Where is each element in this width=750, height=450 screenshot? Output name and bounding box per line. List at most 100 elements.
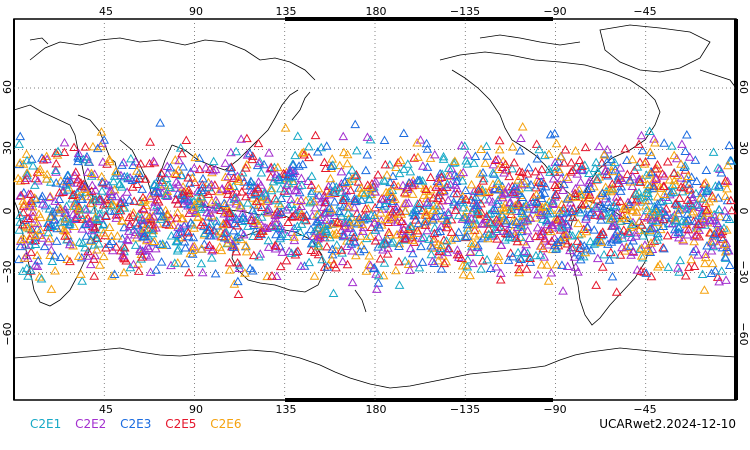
observation-marker	[400, 256, 410, 265]
observation-marker	[481, 141, 492, 151]
observation-marker	[117, 160, 127, 169]
observation-marker	[228, 225, 239, 235]
observation-marker	[290, 150, 300, 160]
observation-marker	[60, 231, 70, 240]
observation-marker	[537, 202, 548, 211]
observation-marker	[684, 179, 694, 188]
observation-marker	[626, 250, 636, 259]
observation-marker	[676, 182, 686, 191]
observation-marker	[521, 201, 531, 211]
new-zealand	[354, 289, 367, 313]
observation-marker	[76, 181, 87, 190]
observation-marker	[710, 266, 721, 275]
observation-marker	[299, 149, 310, 159]
observation-marker	[685, 184, 695, 193]
observation-marker	[451, 171, 462, 181]
observation-marker	[469, 158, 479, 167]
observation-marker	[636, 251, 647, 260]
observation-marker	[721, 225, 732, 234]
observation-marker	[544, 149, 554, 158]
observation-marker	[391, 162, 401, 172]
observation-marker	[122, 187, 132, 196]
observation-marker	[223, 238, 233, 247]
observation-marker	[618, 225, 629, 234]
observation-marker	[42, 169, 53, 179]
observation-marker	[706, 246, 717, 255]
observation-marker	[165, 162, 176, 172]
observation-marker	[560, 144, 571, 154]
observation-marker	[327, 160, 338, 169]
observation-marker	[378, 270, 389, 280]
observation-marker	[59, 147, 70, 156]
observation-marker	[286, 194, 296, 204]
observation-marker	[197, 267, 208, 277]
observation-marker	[129, 230, 140, 239]
observation-marker	[185, 218, 196, 227]
observation-marker	[281, 180, 292, 190]
observation-marker	[637, 145, 648, 155]
observation-marker	[324, 203, 335, 213]
observation-marker	[369, 178, 380, 188]
observation-marker	[196, 191, 207, 201]
observation-marker	[625, 199, 635, 209]
observation-marker	[255, 228, 266, 237]
observation-marker	[316, 212, 327, 221]
observation-marker	[190, 152, 201, 162]
observation-marker	[615, 163, 626, 172]
observation-marker	[545, 208, 556, 218]
observation-marker	[634, 139, 644, 148]
observation-marker	[610, 220, 620, 230]
observation-marker	[296, 261, 306, 270]
observation-marker	[304, 257, 314, 267]
observation-marker	[493, 184, 504, 194]
observation-marker	[376, 215, 387, 225]
observation-marker	[645, 168, 655, 178]
observation-marker	[682, 214, 693, 224]
observation-marker	[132, 166, 142, 175]
observation-marker	[81, 231, 92, 240]
observation-marker	[316, 142, 327, 152]
observation-marker	[198, 221, 209, 231]
observation-marker	[567, 212, 578, 221]
observation-marker	[615, 250, 626, 259]
observation-marker	[622, 210, 633, 220]
observation-marker	[428, 193, 439, 202]
observation-marker	[270, 241, 281, 250]
observation-marker	[474, 229, 485, 238]
observation-marker	[314, 190, 325, 200]
observation-marker	[456, 253, 467, 263]
observation-marker	[200, 199, 211, 209]
observation-marker	[128, 259, 139, 269]
lat-right-label: −60	[737, 322, 750, 345]
observation-marker	[470, 151, 481, 160]
observation-marker	[515, 232, 526, 241]
observation-marker	[331, 218, 341, 228]
observation-marker	[659, 189, 670, 199]
observation-marker	[443, 207, 454, 217]
observation-marker	[403, 198, 414, 207]
observation-marker	[26, 224, 37, 234]
observation-marker	[275, 261, 286, 271]
observation-marker	[435, 243, 446, 252]
observation-marker	[584, 190, 595, 199]
observation-marker	[499, 167, 509, 177]
observation-marker	[453, 227, 464, 236]
observation-marker	[336, 211, 347, 220]
observation-marker	[387, 196, 398, 206]
observation-marker	[276, 207, 286, 217]
observation-marker	[570, 188, 580, 197]
observation-marker	[306, 171, 317, 180]
observation-marker	[160, 205, 171, 215]
observation-marker	[43, 227, 54, 237]
observation-marker	[721, 275, 731, 284]
observation-marker	[308, 238, 319, 247]
observation-marker	[232, 220, 242, 230]
observation-marker	[173, 179, 184, 189]
observation-marker	[247, 265, 258, 275]
observation-marker	[695, 193, 706, 202]
observation-marker	[535, 207, 546, 216]
observation-marker	[510, 200, 521, 210]
observation-marker	[342, 158, 353, 168]
observation-marker	[720, 252, 731, 261]
observation-marker	[491, 262, 501, 271]
